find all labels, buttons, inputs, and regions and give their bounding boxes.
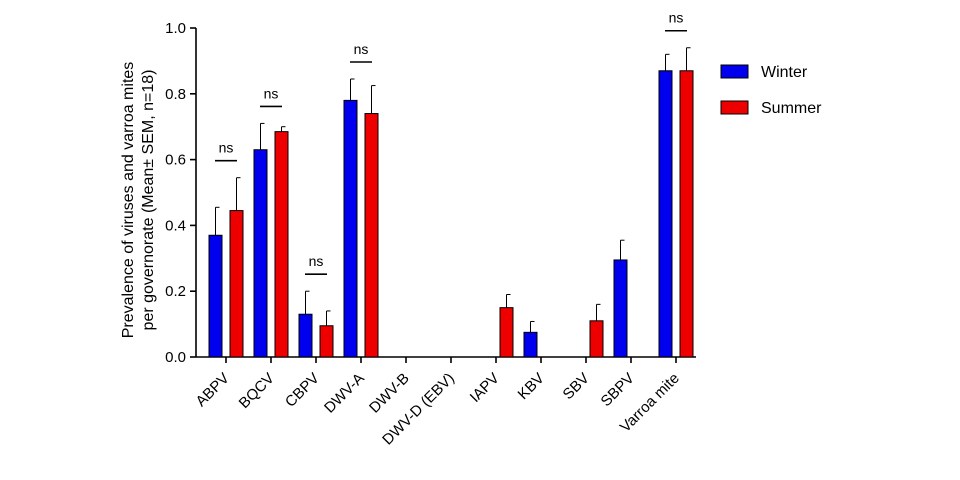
bar-winter (613, 259, 628, 358)
legend-label-summer: Summer (761, 100, 822, 117)
y-axis: 0.0 0.2 0.4 0.6 0.8 1.0 (165, 20, 197, 366)
significance-label: ns (264, 85, 279, 101)
bar-summer (229, 210, 244, 358)
significance-label: ns (354, 41, 369, 57)
x-tick-label: CBPV (282, 370, 323, 411)
x-tick-label: SBPV (598, 370, 638, 410)
x-tick-label: KBV (515, 370, 548, 403)
bar-winter (343, 99, 358, 358)
x-tick-label: BQCV (236, 370, 278, 412)
bar-summer (679, 70, 694, 358)
y-tick-label: 0.4 (165, 217, 186, 234)
bar-winter (298, 313, 313, 358)
significance-label: ns (219, 140, 234, 156)
y-tick-label: 0.6 (165, 152, 186, 169)
legend-swatch-winter (720, 64, 749, 79)
bar-summer (319, 325, 334, 358)
significance-label: ns (309, 253, 324, 269)
y-tick-label: 0.2 (165, 283, 186, 300)
bar-winter (208, 234, 223, 358)
bar-summer (499, 307, 514, 358)
bar-summer (589, 320, 604, 358)
y-tick-label: 0.0 (165, 349, 186, 366)
bar-winter (658, 70, 673, 358)
significance-label: ns (669, 10, 684, 26)
bar-winter (523, 331, 538, 358)
x-tick-label: IAPV (467, 370, 503, 406)
bar-winter (253, 149, 268, 358)
legend-label-winter: Winter (761, 64, 808, 81)
bars-group (208, 47, 694, 358)
y-axis-title-line2: per governorate (Mean± SEM, n=18) (140, 70, 157, 331)
bar-summer (274, 131, 289, 358)
bar-summer (364, 113, 379, 358)
x-tick-label: DWV-A (321, 370, 368, 417)
x-tick-label: SBV (560, 370, 593, 403)
legend-swatch-summer (720, 100, 749, 115)
x-tick-label: ABPV (193, 370, 233, 410)
y-axis-title-line1: Prevalence of viruses and varroa mites (120, 62, 137, 339)
y-tick-label: 0.8 (165, 86, 186, 103)
legend: Winter Summer (720, 64, 822, 117)
y-tick-label: 1.0 (165, 20, 186, 37)
significance-group: ns ns ns ns ns (215, 10, 687, 276)
